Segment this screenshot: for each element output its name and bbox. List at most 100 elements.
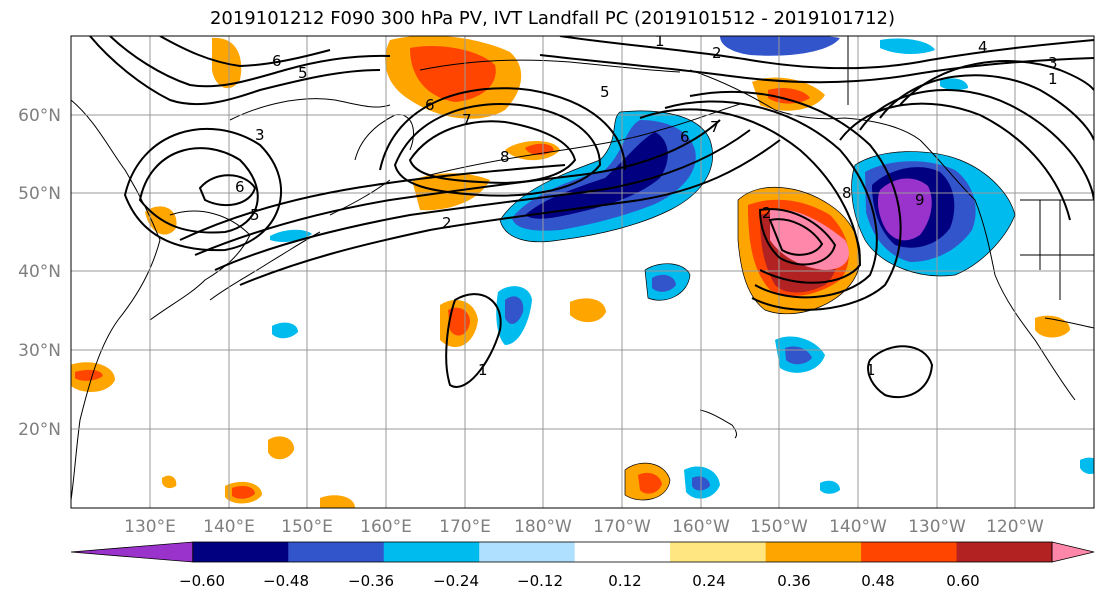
pv-contour-8: [214, 129, 751, 271]
contour-label: 1: [478, 361, 488, 379]
negative-anomaly-ocean-3-core: [785, 346, 812, 365]
pv-contour-5: [109, 36, 391, 88]
negative-anomaly-band-core: [525, 132, 668, 219]
lat-label-40n: 40°N: [18, 262, 61, 282]
lon-label: 130°E: [124, 517, 176, 537]
colorbar-bin: [383, 542, 480, 562]
contour-label: 8: [842, 184, 852, 202]
colorbar-bin: [956, 542, 1053, 562]
coast-hawaii: [699, 409, 737, 439]
colorbar-tick-label: −0.36: [348, 572, 394, 590]
coast-aleutians: [429, 103, 741, 176]
colorbar-tick-label: 0.36: [777, 572, 810, 590]
contour-label: 6: [425, 96, 435, 114]
contour-label: 8: [500, 148, 510, 166]
colorbar-bin: [479, 542, 576, 562]
lat-label-20n: 20°N: [18, 420, 61, 440]
pv-contour-1: [138, 147, 259, 234]
negative-anomaly-ocean-5: [272, 322, 298, 339]
coast-alaska: [689, 69, 921, 141]
contour-label: 4: [978, 38, 988, 56]
contour-label: 3: [1048, 54, 1058, 72]
pv-contour-22: [899, 60, 1094, 106]
colorbar-extension-min: [70, 541, 194, 563]
pv-contour-12: [393, 103, 602, 197]
pv-contour-4: [89, 36, 381, 106]
contour-label: 9: [915, 191, 925, 209]
contour-label: 6: [272, 52, 282, 70]
colorbar-extension-max: [1051, 541, 1095, 563]
pv-contour-21: [879, 74, 1094, 141]
contour-label: 6: [680, 128, 690, 146]
colorbar-ticks: −0.60 −0.48 −0.36 −0.24 −0.12 0.12 0.24 …: [179, 572, 980, 590]
pv-contour-23: [559, 36, 1094, 70]
lon-label: 140°E: [203, 517, 255, 537]
positive-anomaly-ocean-4: [268, 436, 295, 460]
map-frame: [70, 35, 1095, 509]
coast-korea-japan: [149, 210, 251, 321]
negative-anomaly-ocean-2-core: [652, 274, 676, 292]
colorbar-bin: [192, 542, 289, 562]
lat-label-50n: 50°N: [18, 184, 61, 204]
positive-anomaly-ocean-9: [162, 475, 177, 489]
contour-label: 6: [235, 178, 245, 196]
pv-contour-10: [179, 164, 566, 241]
filled-anomalies: [71, 36, 1094, 508]
contour-label: 5: [298, 64, 308, 82]
colorbar-tick-label: 0.24: [692, 572, 725, 590]
latitude-labels: 60°N 50°N 40°N 30°N 20°N: [18, 106, 61, 440]
contour-label: 2: [712, 44, 722, 62]
lon-label: 130°W: [908, 517, 966, 537]
contour-label: 3: [255, 126, 265, 144]
pv-contour-15: [664, 100, 878, 299]
colorbar-bin: [765, 542, 862, 562]
coast-asia: [71, 99, 161, 501]
colorbar-tick-label: 0.12: [608, 572, 641, 590]
positive-anomaly-ocean-7-core: [638, 472, 662, 494]
positive-anomaly-bering-core: [410, 45, 496, 102]
colorbar-border: [192, 541, 1053, 563]
coastlines: [71, 36, 1094, 501]
pv-contour-7: [239, 139, 781, 286]
pv-contour-25: [445, 293, 502, 388]
lon-label: 170°E: [439, 517, 491, 537]
colorbar-bin: [670, 542, 767, 562]
pv-contour-14: [639, 108, 862, 284]
contour-labels: 6 5 7 2 5 6 1 2 4 3 1 6 7 8 6 5 8 9 3 2 …: [235, 36, 1058, 379]
lon-label: 170°W: [593, 517, 651, 537]
negative-anomaly-ocean-8: [1080, 457, 1094, 474]
pv-contour-11: [408, 120, 577, 184]
lon-label: 150°E: [281, 517, 333, 537]
positive-anomaly-ocean-3-core: [75, 369, 103, 381]
coast-japan-arc: [209, 231, 321, 301]
colorbar-tick-label: −0.60: [179, 572, 225, 590]
contour-label: 7: [462, 111, 472, 129]
lat-label-30n: 30°N: [18, 341, 61, 361]
lon-label: 140°W: [829, 517, 887, 537]
negative-anomaly-ocean-1-core: [505, 296, 524, 324]
pv-contour-9: [194, 119, 721, 256]
pv-contour-20: [859, 89, 1094, 201]
contour-label: 1: [866, 361, 876, 379]
lat-label-60n: 60°N: [18, 106, 61, 126]
lon-label: 150°W: [750, 517, 808, 537]
positive-anomaly-ocean-6: [320, 495, 355, 508]
negative-anomaly-pnw-min: [877, 178, 932, 241]
coast-okhotsk: [229, 98, 391, 121]
colorbar-tick-label: −0.48: [263, 572, 309, 590]
negative-anomaly-ocean-7: [940, 78, 968, 91]
contour-label: 1: [1048, 70, 1058, 88]
coast-north-america: [919, 139, 1076, 401]
colorbar-bin: [574, 542, 671, 562]
colorbar: [70, 541, 1095, 563]
pv-contour-26: [867, 345, 934, 399]
map-title: 2019101212 F090 300 hPa PV, IVT Landfall…: [209, 8, 896, 29]
pv-contour-17: [758, 208, 837, 266]
pv-contour-3: [198, 174, 257, 207]
contour-label: 7: [710, 118, 720, 136]
contour-label: 2: [762, 204, 772, 222]
lon-label: 160°W: [672, 517, 730, 537]
lon-label: 180°W: [514, 517, 572, 537]
negative-anomaly-top-light: [880, 38, 935, 54]
